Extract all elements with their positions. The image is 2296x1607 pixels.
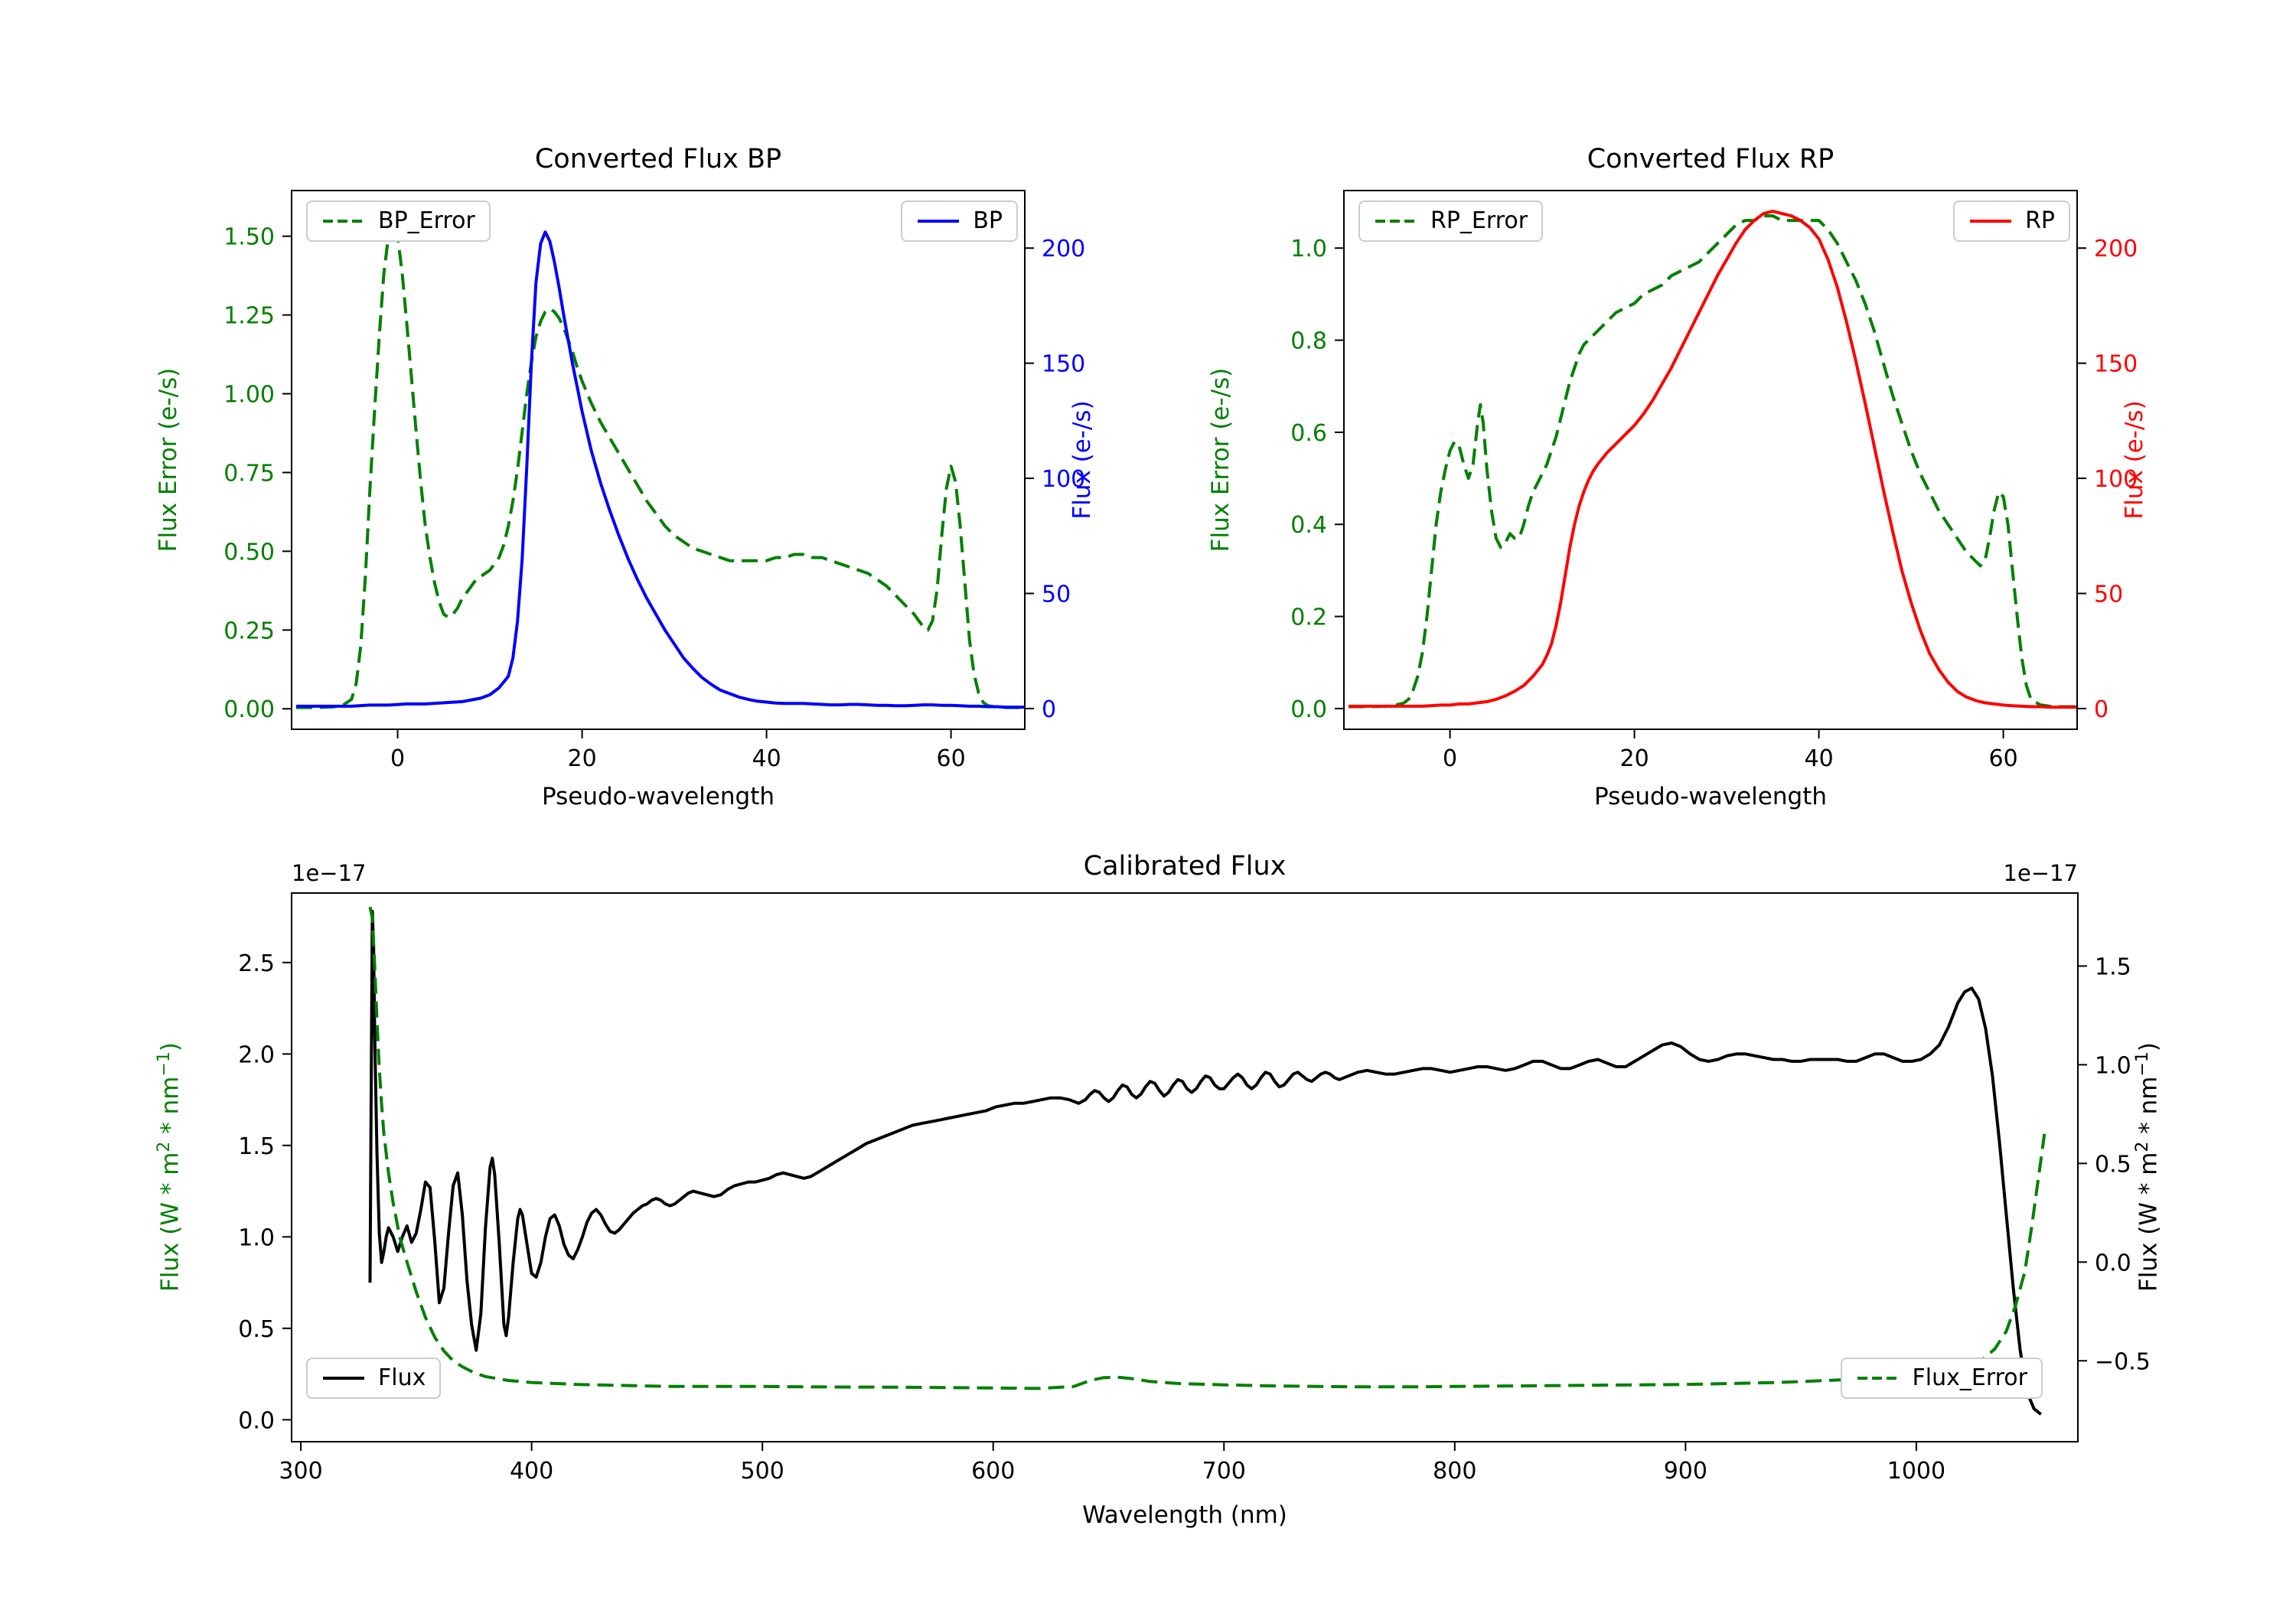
x-tick-label: 0 (390, 745, 405, 772)
x-tick-label: 500 (741, 1458, 784, 1485)
legend-label-flux: Flux (378, 1364, 426, 1391)
legend-rp-error: RP_Error (1358, 200, 1544, 242)
y-tick-label-left: 1.0 (238, 1224, 275, 1251)
y-tick-label-right: 200 (2094, 236, 2138, 262)
legend-bp: BP (901, 200, 1018, 242)
axes-frame (1343, 190, 2078, 730)
y-tick-label-right: 50 (2094, 581, 2123, 608)
y-tick-label-left: 1.50 (223, 224, 275, 251)
offset-text-left: 1e−17 (292, 860, 367, 886)
legend-label-rp-error: RP_Error (1430, 207, 1528, 234)
y-tick-label-right: 0 (1042, 696, 1056, 723)
y-tick-label-right: −0.5 (2095, 1348, 2151, 1375)
y-tick-label-left: 1.5 (238, 1133, 275, 1160)
rp-error-legend-line-icon (1375, 220, 1417, 223)
x-tick-label: 40 (752, 745, 781, 772)
y-tick-label-left: 0.6 (1290, 420, 1327, 447)
legend-label-bp-error: BP_Error (378, 207, 475, 234)
bp-error-legend-line-icon (323, 220, 364, 223)
calibrated-xlabel: Wavelength (nm) (1082, 1501, 1287, 1529)
series-Flux (368, 909, 2043, 1416)
y-tick-label-left: 0.75 (223, 460, 275, 487)
calibrated-ylabel-left: Flux (W * m2 * nm−1) (155, 1041, 184, 1292)
y-tick-label-right: 0.5 (2095, 1151, 2131, 1178)
y-tick-label-left: 1.0 (1290, 236, 1327, 262)
rp-plot-canvas: 0 20 40 60 0.0 0.2 0.4 0.6 0.8 1.0 0 50 100 150 200 (1290, 190, 2138, 772)
x-tick-label: 60 (1989, 745, 2018, 772)
legend-label-bp: BP (973, 207, 1003, 234)
subplot-calibrated-flux: 300 400 500 600 700 800 900 1000 0.0 0.5 1.0 1.5 2.0… (122, 834, 2189, 1569)
rp-ylabel-left: Flux Error (e-/s) (1207, 367, 1234, 553)
y-tick-label-left: 0.00 (223, 696, 275, 723)
axes-frame (291, 892, 2079, 1442)
x-tick-label: 900 (1664, 1458, 1707, 1485)
y-tick-label-right: 200 (1042, 236, 1085, 262)
series-Flux_Error (368, 906, 2047, 1390)
x-tick-label: 20 (1619, 745, 1649, 772)
y-tick-label-left: 0.2 (1290, 605, 1327, 631)
y-tick-label-left: 1.00 (223, 382, 275, 409)
series-RP_Error (1349, 214, 2077, 709)
x-tick-label: 40 (1804, 745, 1833, 772)
y-tick-label-right: 0 (2094, 696, 2108, 723)
y-tick-label-left: 0.5 (238, 1316, 275, 1343)
y-tick-label-left: 2.5 (238, 950, 275, 977)
rp-ylabel-right: Flux (e-/s) (2121, 400, 2148, 520)
y-tick-label-left: 1.25 (223, 303, 275, 330)
calibrated-plot-canvas: 300 400 500 600 700 800 900 1000 0.0 0.5 1.0 1.5 2.0… (238, 892, 2151, 1485)
y-tick-label-right: 0.0 (2095, 1250, 2131, 1276)
x-tick-label: 1000 (1887, 1458, 1945, 1485)
series-BP_Error (296, 219, 1025, 709)
flux-legend-line-icon (323, 1377, 364, 1380)
legend-flux: Flux (306, 1358, 442, 1399)
bp-title: Converted Flux BP (534, 144, 782, 174)
y-tick-label-left: 0.0 (238, 1407, 275, 1434)
y-tick-label-left: 2.0 (238, 1041, 275, 1068)
legend-rp: RP (1953, 200, 2070, 242)
calibrated-title: Calibrated Flux (1083, 851, 1287, 882)
series-RP (1349, 210, 2077, 709)
y-tick-label-left: 0.25 (223, 618, 275, 644)
axes-frame (291, 190, 1026, 730)
y-tick-label-right: 1.0 (2095, 1052, 2131, 1079)
y-tick-label-left: 0.8 (1290, 328, 1327, 355)
y-tick-label-right: 100 (2094, 466, 2138, 493)
subplot-converted-flux-bp: 0 20 40 60 0.00 0.25 0.50 0.75 1.00 1.25 1.50 0 50 10… (122, 84, 1110, 857)
legend-flux-error: Flux_Error (1840, 1358, 2043, 1399)
calibrated-ylabel-right: Flux (W * m2 * nm−1) (2133, 1041, 2163, 1292)
x-tick-label: 800 (1433, 1458, 1476, 1485)
offset-text-right: 1e−17 (2003, 860, 2079, 886)
bp-legend-line-icon (918, 220, 960, 223)
rp-title: Converted Flux RP (1587, 144, 1835, 174)
y-tick-label-left: 0.0 (1290, 696, 1327, 723)
bp-plot-canvas: 0 20 40 60 0.00 0.25 0.50 0.75 1.00 1.25 1.50 0 50 10… (223, 190, 1085, 772)
legend-label-flux-error: Flux_Error (1912, 1364, 2027, 1391)
y-tick-label-right: 150 (1042, 351, 1085, 378)
x-tick-label: 60 (937, 745, 966, 772)
bp-ylabel-left: Flux Error (e-/s) (155, 367, 182, 553)
x-tick-label: 300 (279, 1458, 322, 1485)
y-tick-label-left: 0.4 (1290, 512, 1327, 539)
x-tick-label: 700 (1202, 1458, 1246, 1485)
flux-error-legend-line-icon (1857, 1377, 1899, 1380)
rp-legend-line-icon (1970, 220, 2012, 223)
series-BP (296, 230, 1025, 709)
x-tick-label: 20 (567, 745, 596, 772)
bp-xlabel: Pseudo-wavelength (541, 783, 775, 810)
subplot-converted-flux-rp: 0 20 40 60 0.0 0.2 0.4 0.6 0.8 1.0 0 50 100 150 200 Co… (1171, 84, 2189, 857)
rp-xlabel: Pseudo-wavelength (1593, 783, 1827, 810)
y-tick-label-right: 50 (1042, 581, 1071, 608)
y-tick-label-right: 150 (2094, 351, 2138, 378)
legend-label-rp: RP (2025, 207, 2055, 234)
x-tick-label: 0 (1443, 745, 1457, 772)
bp-ylabel-right: Flux (e-/s) (1068, 400, 1096, 520)
y-tick-label-right: 100 (1042, 466, 1085, 493)
x-tick-label: 400 (510, 1458, 553, 1485)
y-tick-label-left: 0.50 (223, 539, 275, 566)
y-tick-label-right: 1.5 (2095, 953, 2131, 980)
x-tick-label: 600 (971, 1458, 1015, 1485)
legend-bp-error: BP_Error (306, 200, 491, 242)
